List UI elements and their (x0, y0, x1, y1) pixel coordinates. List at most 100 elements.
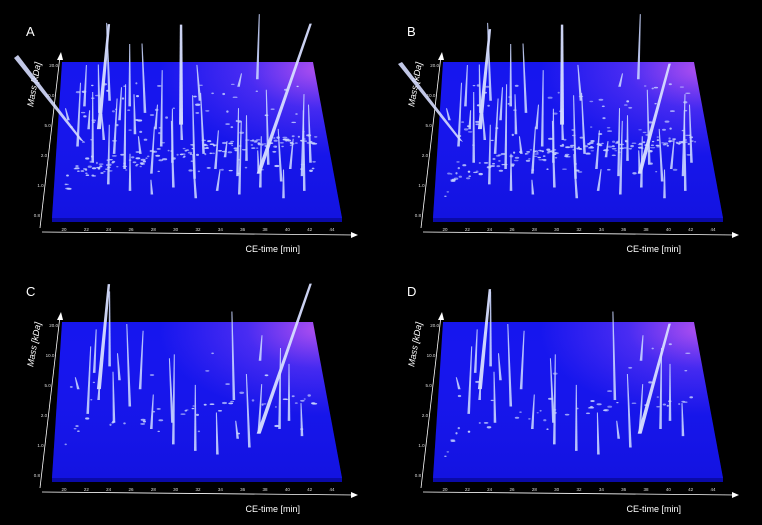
peak-blob (643, 85, 647, 87)
plot-plane-shade (433, 62, 723, 218)
peak-blob (230, 126, 234, 129)
x-axis-line (41, 231, 356, 236)
peak-blob (675, 141, 679, 144)
peak-blob (139, 130, 143, 133)
y-tick-label: 20.0 (430, 63, 439, 68)
peak-spike (91, 92, 94, 163)
x-tick-label: 26 (128, 227, 134, 232)
peak-blob (139, 165, 142, 168)
peak-spike (663, 169, 666, 199)
peak-spike (154, 104, 158, 130)
peak-blob (444, 455, 447, 457)
peak-blob (263, 143, 267, 145)
peak-blob (225, 383, 230, 385)
y-tick-label: 2.0 (41, 413, 48, 418)
peak-blob (142, 160, 146, 163)
peak-blob (463, 128, 469, 131)
peak-blob (513, 159, 519, 162)
peak-blob (274, 164, 280, 168)
peak-blob (196, 153, 199, 156)
peak-blob (590, 140, 595, 142)
peak-blob (486, 426, 492, 429)
peak-blob (111, 110, 115, 113)
peak-blob (91, 84, 94, 87)
peak-blob (662, 403, 667, 406)
peak-blob (590, 400, 595, 402)
peak-blob (187, 151, 193, 154)
peak-spike (150, 179, 154, 195)
peak-blob (146, 155, 150, 158)
peak-blob (615, 142, 619, 144)
peak-blob (195, 112, 200, 114)
peak-blob (467, 131, 473, 133)
panel-label: C (26, 284, 35, 299)
peak-blob (569, 146, 574, 148)
peak-blob (446, 451, 450, 453)
y-tick-label: 5.0 (426, 383, 433, 388)
peak-blob (244, 166, 248, 169)
peak-blob (668, 343, 672, 346)
chart-panel-d: D 20 22 24 26 28 30 32 34 36 38 40 42 44 0.8 1.0 2.0 5.0 1… (406, 284, 739, 514)
peak-blob (451, 178, 456, 181)
peak-spike (302, 110, 306, 191)
y-tick-label: 10.0 (46, 93, 55, 98)
peak-blob (291, 121, 297, 124)
peak-spike (519, 330, 525, 390)
peak-spike (472, 92, 475, 163)
x-tick-label: 32 (195, 227, 201, 232)
peak-spike (493, 371, 497, 423)
peak-blob (669, 127, 672, 130)
peak-spike (638, 384, 644, 434)
tall-peak (96, 24, 111, 130)
peak-blob (564, 155, 569, 158)
x-tick-label: 34 (218, 487, 224, 492)
peak-blob (294, 402, 298, 404)
y-tick-label: 2.0 (422, 153, 429, 158)
peak-blob (186, 149, 190, 152)
y-tick-label: 1.0 (418, 443, 425, 448)
peak-spike (138, 330, 144, 390)
peak-blob (447, 172, 451, 175)
peak-spike (618, 73, 623, 87)
peak-blob (656, 146, 660, 148)
peak-blob (495, 155, 501, 157)
peak-blob (282, 136, 288, 139)
x-tick-label: 30 (554, 487, 560, 492)
peak-blob (457, 394, 462, 398)
x-tick-label: 44 (710, 227, 716, 232)
peak-blob (131, 156, 135, 159)
x-axis-arrow (351, 232, 358, 238)
peak-blob (485, 85, 490, 88)
panel-label: D (407, 284, 416, 299)
peak-blob (135, 157, 141, 160)
peak-spike (112, 98, 118, 154)
y-tick-label: 2.0 (422, 413, 429, 418)
peak-blob (272, 150, 277, 153)
peak-blob (562, 168, 567, 170)
peak-blob (537, 156, 541, 159)
peak-blob (89, 160, 92, 163)
peak-spike (117, 353, 121, 381)
y-tick-label: 20.0 (49, 63, 58, 68)
x-tick-label: 36 (621, 487, 627, 492)
x-tick-label: 20 (442, 487, 448, 492)
peak-blob (311, 167, 315, 170)
peak-blob (65, 183, 69, 186)
peak-blob (199, 84, 203, 87)
peak-spike (126, 324, 132, 407)
peak-blob (541, 150, 544, 153)
peak-blob (651, 140, 655, 143)
peak-blob (483, 162, 489, 164)
peak-blob (74, 167, 80, 170)
peak-spike (626, 374, 632, 448)
x-tick-label: 40 (666, 487, 672, 492)
y-tick-label: 1.0 (37, 183, 44, 188)
peak-spike (668, 363, 672, 421)
peak-spike (168, 358, 174, 423)
peak-blob (203, 403, 207, 406)
x-tick-label: 32 (576, 487, 582, 492)
peak-spike (489, 291, 492, 367)
peak-blob (526, 151, 531, 153)
peak-blob (650, 147, 656, 149)
peak-blob (217, 410, 223, 412)
